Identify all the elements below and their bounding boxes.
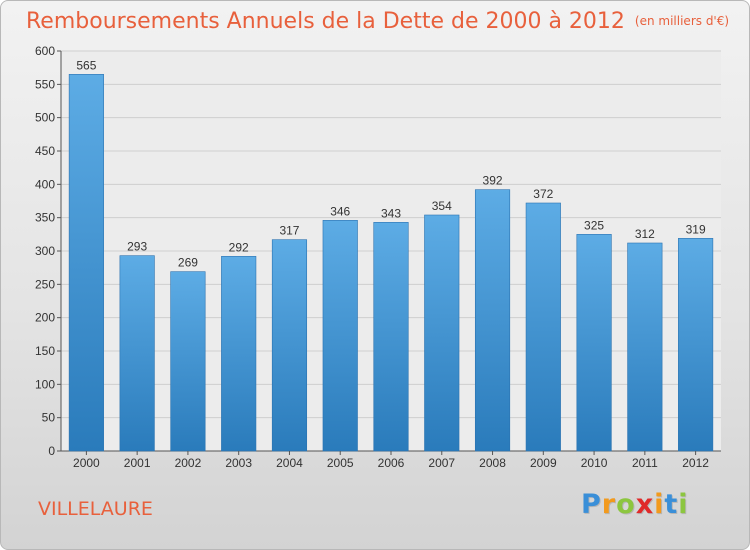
y-tick-label: 350 [35,211,55,225]
data-label: 293 [127,240,147,254]
y-tick-label: 50 [42,411,56,425]
x-tick-label: 2004 [276,456,303,470]
x-tick-label: 2005 [327,456,354,470]
data-label: 269 [178,256,198,270]
data-label: 565 [76,58,96,72]
y-tick-label: 250 [35,277,55,291]
bar [525,202,561,452]
data-label: 319 [686,222,706,236]
bar [322,220,358,452]
y-tick-label: 550 [35,77,55,91]
x-tick-label: 2006 [378,456,405,470]
x-tick-label: 2002 [175,456,202,470]
x-tick-label: 2008 [479,456,506,470]
x-tick-label: 2003 [225,456,252,470]
bar [474,189,511,452]
y-tick-label: 300 [35,244,55,258]
y-tick-label: 200 [35,311,55,325]
x-tick-label: 2001 [124,456,151,470]
chart-unit: (en milliers d'€) [634,14,730,28]
data-label: 346 [330,204,350,218]
x-tick-label: 2010 [581,456,608,470]
data-label: 317 [279,224,299,238]
x-tick-label: 2011 [632,456,658,470]
bar [424,214,460,452]
y-tick-label: 600 [35,44,55,58]
bar [221,256,257,452]
bar [68,74,104,452]
x-tick-label: 2007 [428,456,455,470]
bar [373,222,409,452]
data-label: 392 [483,174,503,188]
y-tick-label: 400 [35,177,55,191]
y-tick-label: 450 [35,144,55,158]
data-label: 354 [432,199,452,213]
bar [170,271,206,452]
bar [678,238,714,452]
commune-name: VILLELAURE [38,498,153,520]
x-tick-label: 2000 [73,456,100,470]
data-label: 292 [229,240,249,254]
chart-title-text: Remboursements Annuels de la Dette de 20… [26,9,625,34]
data-label: 372 [533,187,553,201]
y-tick-label: 100 [35,377,55,391]
x-tick-label: 2009 [530,456,557,470]
chart-title: Remboursements Annuels de la Dette de 20… [26,9,729,34]
bar [119,255,155,452]
data-label: 343 [381,206,401,220]
bar [576,234,612,452]
bar [271,239,308,452]
bar [627,242,663,452]
data-label: 312 [635,227,655,241]
y-tick-label: 500 [35,111,55,125]
y-tick-label: 150 [35,344,55,358]
x-tick-label: 2012 [682,456,709,470]
data-label: 325 [584,218,604,232]
proxiti-logo: Proxiti [581,489,689,520]
y-tick-label: 0 [48,444,55,458]
